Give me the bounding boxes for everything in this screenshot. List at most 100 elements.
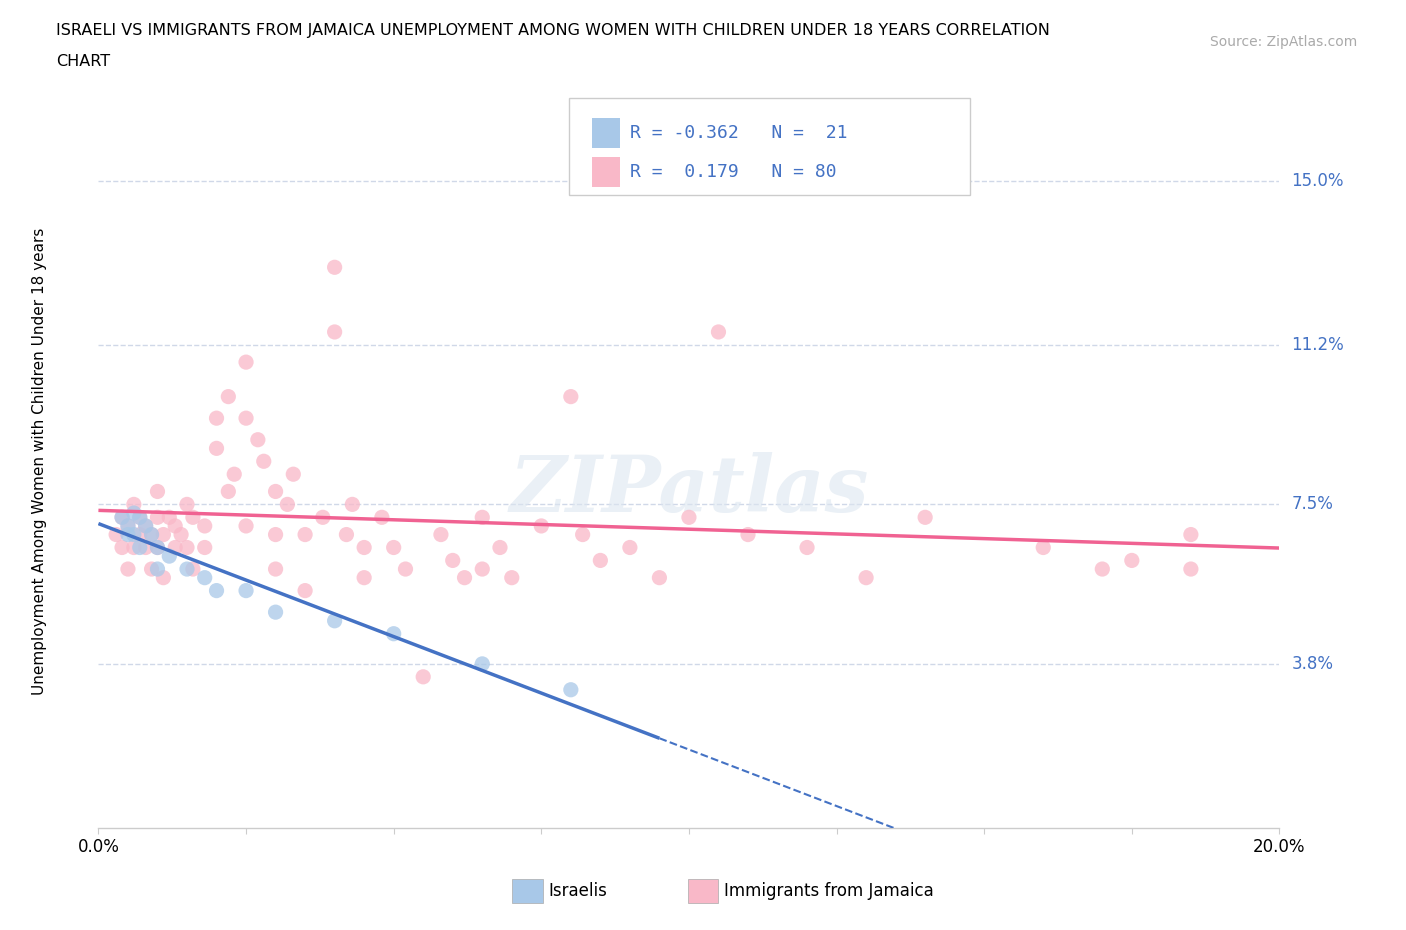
Text: Source: ZipAtlas.com: Source: ZipAtlas.com xyxy=(1209,35,1357,49)
Point xyxy=(471,657,494,671)
Point xyxy=(135,519,157,534)
Point xyxy=(353,540,375,555)
Point xyxy=(855,570,877,585)
Point xyxy=(312,510,335,525)
Point xyxy=(737,527,759,542)
Point xyxy=(1121,553,1143,568)
Point xyxy=(382,540,405,555)
Point xyxy=(205,411,228,426)
Point xyxy=(394,562,416,577)
Point xyxy=(235,519,257,534)
Text: Unemployment Among Women with Children Under 18 years: Unemployment Among Women with Children U… xyxy=(32,228,46,695)
Text: 11.2%: 11.2% xyxy=(1291,336,1344,354)
Text: 15.0%: 15.0% xyxy=(1291,172,1344,190)
Point xyxy=(224,467,246,482)
Point xyxy=(501,570,523,585)
Point xyxy=(619,540,641,555)
Point xyxy=(353,570,375,585)
Point xyxy=(157,510,180,525)
Point xyxy=(111,510,134,525)
Point xyxy=(471,562,494,577)
Point xyxy=(141,527,163,542)
Text: Immigrants from Jamaica: Immigrants from Jamaica xyxy=(724,882,934,900)
Point xyxy=(796,540,818,555)
Point xyxy=(170,527,193,542)
Text: Israelis: Israelis xyxy=(548,882,607,900)
Point xyxy=(489,540,512,555)
Point xyxy=(117,519,139,534)
Point xyxy=(122,540,145,555)
Point xyxy=(294,583,316,598)
Point xyxy=(111,540,134,555)
Point xyxy=(105,527,128,542)
Point xyxy=(342,497,364,512)
Point xyxy=(141,562,163,577)
Point xyxy=(571,527,593,542)
Point xyxy=(128,510,150,525)
Text: 7.5%: 7.5% xyxy=(1291,496,1333,513)
Point xyxy=(111,510,134,525)
Point xyxy=(152,570,174,585)
Point xyxy=(146,484,169,498)
Point xyxy=(382,626,405,641)
Point xyxy=(146,562,169,577)
Point xyxy=(122,527,145,542)
Point xyxy=(707,325,730,339)
Point xyxy=(217,484,239,498)
Point xyxy=(135,519,157,534)
Point xyxy=(122,506,145,521)
Point xyxy=(276,497,298,512)
Point xyxy=(430,527,453,542)
Point xyxy=(335,527,357,542)
Text: ZIPatlas: ZIPatlas xyxy=(509,452,869,529)
Point xyxy=(264,604,287,619)
Point xyxy=(589,553,612,568)
Point xyxy=(1032,540,1054,555)
Point xyxy=(165,540,187,555)
Point xyxy=(157,549,180,564)
Point xyxy=(283,467,305,482)
Point xyxy=(205,441,228,456)
Point xyxy=(235,354,257,369)
Point xyxy=(560,683,582,698)
Point xyxy=(412,670,434,684)
Point xyxy=(264,527,287,542)
Point xyxy=(181,562,204,577)
Text: ISRAELI VS IMMIGRANTS FROM JAMAICA UNEMPLOYMENT AMONG WOMEN WITH CHILDREN UNDER : ISRAELI VS IMMIGRANTS FROM JAMAICA UNEMP… xyxy=(56,23,1050,38)
Point xyxy=(1091,562,1114,577)
Point xyxy=(323,614,346,629)
Point xyxy=(453,570,475,585)
Point xyxy=(323,325,346,339)
Point xyxy=(117,562,139,577)
Point xyxy=(530,519,553,534)
Point xyxy=(264,562,287,577)
Point xyxy=(141,527,163,542)
Point xyxy=(294,527,316,542)
Point xyxy=(253,454,276,469)
Point xyxy=(235,583,257,598)
Point xyxy=(441,553,464,568)
Text: 3.8%: 3.8% xyxy=(1291,655,1333,673)
Point xyxy=(471,510,494,525)
Point xyxy=(217,389,239,404)
Point xyxy=(323,259,346,274)
Point xyxy=(152,527,174,542)
Point xyxy=(135,540,157,555)
Point xyxy=(264,484,287,498)
Text: R =  0.179   N = 80: R = 0.179 N = 80 xyxy=(630,163,837,181)
Point xyxy=(146,510,169,525)
Point xyxy=(205,583,228,598)
Point xyxy=(176,540,198,555)
Point xyxy=(560,389,582,404)
Point xyxy=(194,519,217,534)
Point xyxy=(194,540,217,555)
Text: CHART: CHART xyxy=(56,54,110,69)
Point xyxy=(371,510,394,525)
Point xyxy=(914,510,936,525)
Point xyxy=(1180,527,1202,542)
Point xyxy=(128,540,150,555)
Point xyxy=(122,497,145,512)
Point xyxy=(1180,562,1202,577)
Point xyxy=(117,527,139,542)
Point xyxy=(176,497,198,512)
